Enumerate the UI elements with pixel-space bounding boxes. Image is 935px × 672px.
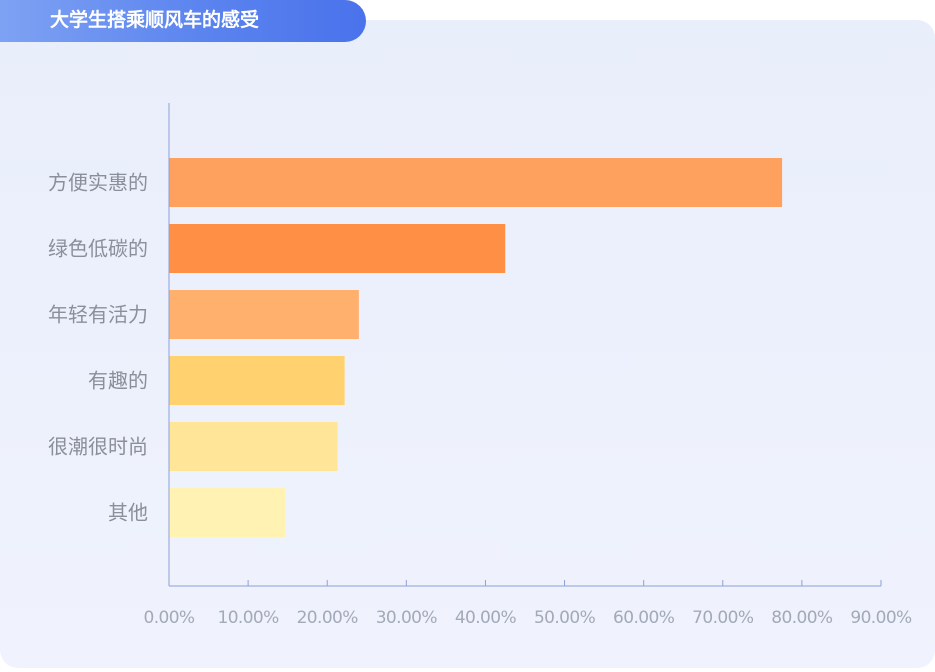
bar-3 — [169, 290, 359, 339]
x-tick-label: 40.00% — [455, 608, 517, 628]
bar-5 — [169, 422, 338, 471]
category-label: 年轻有活力 — [48, 303, 148, 327]
bars-layer — [169, 158, 783, 537]
category-label: 绿色低碳的 — [48, 237, 148, 261]
bar-2 — [169, 224, 506, 273]
bar-1 — [169, 158, 783, 207]
category-label: 方便实惠的 — [48, 171, 148, 195]
chart-title-tab: 大学生搭乘顺风车的感受 — [0, 0, 366, 42]
bar-6 — [169, 488, 286, 537]
category-label: 有趣的 — [88, 369, 148, 393]
chart-title: 大学生搭乘顺风车的感受 — [50, 9, 260, 31]
x-tick-label: 10.00% — [217, 608, 279, 628]
bar-4 — [169, 356, 345, 405]
category-label: 很潮很时尚 — [48, 435, 148, 459]
x-tick-label: 30.00% — [376, 608, 438, 628]
x-tick-label: 0.00% — [143, 608, 194, 628]
x-tick-label: 50.00% — [534, 608, 596, 628]
x-tick-label: 70.00% — [692, 608, 754, 628]
x-tick-label: 90.00% — [850, 608, 912, 628]
category-label: 其他 — [108, 501, 148, 525]
chart-card — [0, 20, 935, 668]
x-tick-label: 60.00% — [613, 608, 675, 628]
x-tick-label: 80.00% — [771, 608, 833, 628]
x-tick-label: 20.00% — [297, 608, 359, 628]
